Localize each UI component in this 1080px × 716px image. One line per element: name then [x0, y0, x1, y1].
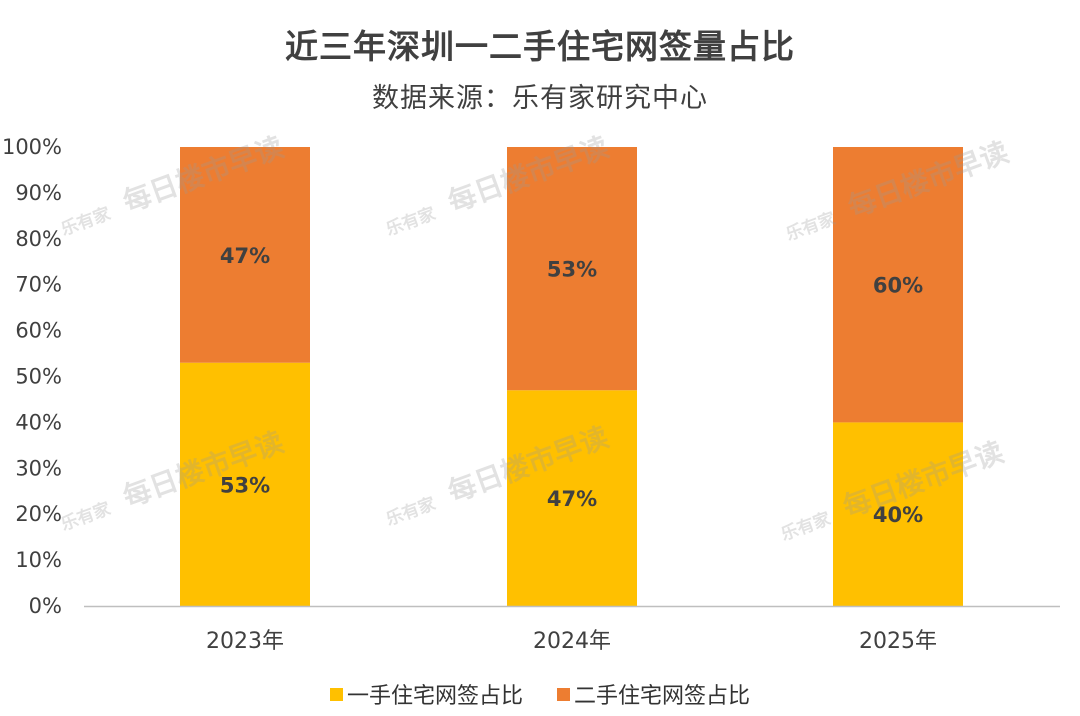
watermark-logo-text: 乐有家: [778, 508, 833, 545]
bar-first-hand: [507, 390, 637, 606]
y-tick-label: 50%: [15, 365, 62, 389]
legend-item-first-hand[interactable]: 一手住宅网签占比: [329, 678, 523, 710]
bar-first-hand: [180, 362, 310, 606]
x-tick-label: 2023年: [206, 629, 284, 654]
legend-swatch-second-hand: [557, 687, 570, 701]
x-tick-label: 2024年: [533, 629, 611, 654]
y-tick-label: 100%: [2, 135, 62, 159]
data-label: 60%: [873, 274, 923, 298]
legend-label-second-hand: 二手住宅网签占比: [574, 684, 751, 709]
y-tick-label: 20%: [15, 502, 62, 526]
data-label: 53%: [547, 258, 597, 282]
y-tick-label: 30%: [15, 456, 62, 480]
data-label: 53%: [220, 473, 270, 497]
chart-subtitle: 数据来源：乐有家研究中心: [372, 83, 708, 114]
watermark-logo-text: 乐有家: [383, 493, 438, 530]
y-tick-label: 40%: [15, 410, 62, 434]
y-tick-label: 70%: [15, 273, 62, 297]
y-tick-label: 60%: [15, 319, 62, 343]
watermark-logo-text: 乐有家: [783, 208, 838, 245]
y-tick-label: 10%: [15, 548, 62, 572]
y-tick-label: 90%: [15, 181, 62, 205]
legend: 一手住宅网签占比 二手住宅网签占比: [0, 678, 1080, 710]
data-label: 47%: [220, 244, 270, 268]
bar-second-hand: [507, 147, 637, 391]
chart-title: 近三年深圳一二手住宅网签量占比: [285, 27, 795, 66]
bar-first-hand: [833, 422, 963, 606]
bar-second-hand: [833, 147, 963, 423]
y-tick-label: 80%: [15, 227, 62, 251]
data-label: 47%: [547, 487, 597, 511]
watermark-logo-text: 乐有家: [58, 203, 113, 240]
watermark-logo-text: 乐有家: [383, 203, 438, 240]
legend-swatch-first-hand: [329, 687, 343, 701]
data-label: 40%: [873, 503, 923, 527]
legend-item-second-hand[interactable]: 二手住宅网签占比: [557, 678, 750, 710]
y-tick-label: 0%: [29, 594, 62, 618]
legend-label-first-hand: 一手住宅网签占比: [346, 684, 523, 709]
watermark-logo-text: 乐有家: [58, 498, 113, 535]
x-tick-label: 2025年: [859, 629, 937, 654]
bar-second-hand: [180, 147, 310, 363]
